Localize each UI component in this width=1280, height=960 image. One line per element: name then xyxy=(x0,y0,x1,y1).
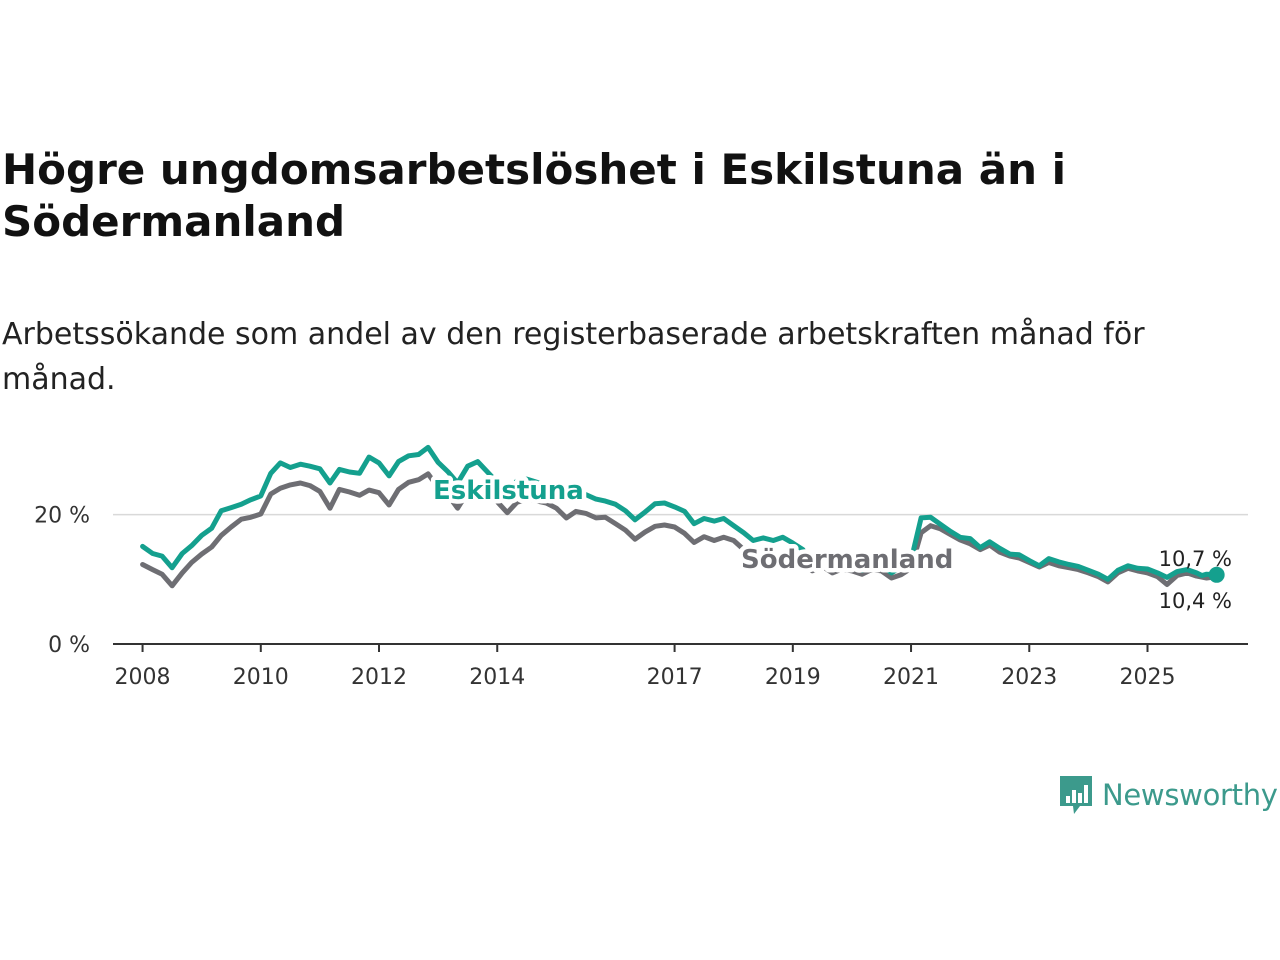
axes: 0 % 20 % 2008 2010 2012 2014 2017 2019 2021 2023 2… xyxy=(34,504,1248,690)
series-lines xyxy=(140,444,1225,589)
end-value-label-sodermanland: 10,4 % xyxy=(1159,589,1232,613)
x-tick-label: 2017 xyxy=(647,665,703,690)
y-tick-label: 20 % xyxy=(34,504,90,529)
end-value-label-eskilstuna: 10,7 % xyxy=(1159,547,1232,571)
series-line-södermanland xyxy=(140,471,1220,589)
chart-title: Högre ungdomsarbetslöshet i Eskilstuna ä… xyxy=(2,145,1066,246)
x-tick-label: 2023 xyxy=(1001,665,1057,690)
series-label-eskilstuna: Eskilstuna xyxy=(433,476,584,506)
line-chart: 0 % 20 % 2008 2010 2012 2014 2017 2019 2021 2023 2… xyxy=(34,444,1248,690)
chart-subtitle: Arbetssökande som andel av den registerb… xyxy=(2,317,1145,397)
x-tick-label: 2010 xyxy=(233,665,289,690)
series-line-eskilstuna xyxy=(140,444,1220,582)
x-tick-label: 2025 xyxy=(1120,665,1176,690)
x-tick-label: 2008 xyxy=(115,665,171,690)
x-tick-label: 2014 xyxy=(469,665,525,690)
newsworthy-logo[interactable]: Newsworthy xyxy=(1058,772,1278,818)
newsworthy-logo-text: Newsworthy xyxy=(1102,778,1278,812)
x-tick-label: 2021 xyxy=(883,665,939,690)
y-tick-label: 0 % xyxy=(48,633,90,658)
end-point-eskilstuna xyxy=(1208,566,1225,583)
annotations: Eskilstuna Södermanland 10,7 % 10,4 % xyxy=(429,472,1233,614)
newsworthy-logo-icon xyxy=(1060,776,1092,814)
series-label-sodermanland: Södermanland xyxy=(741,545,953,575)
x-tick-label: 2012 xyxy=(351,665,407,690)
x-tick-label: 2019 xyxy=(765,665,821,690)
